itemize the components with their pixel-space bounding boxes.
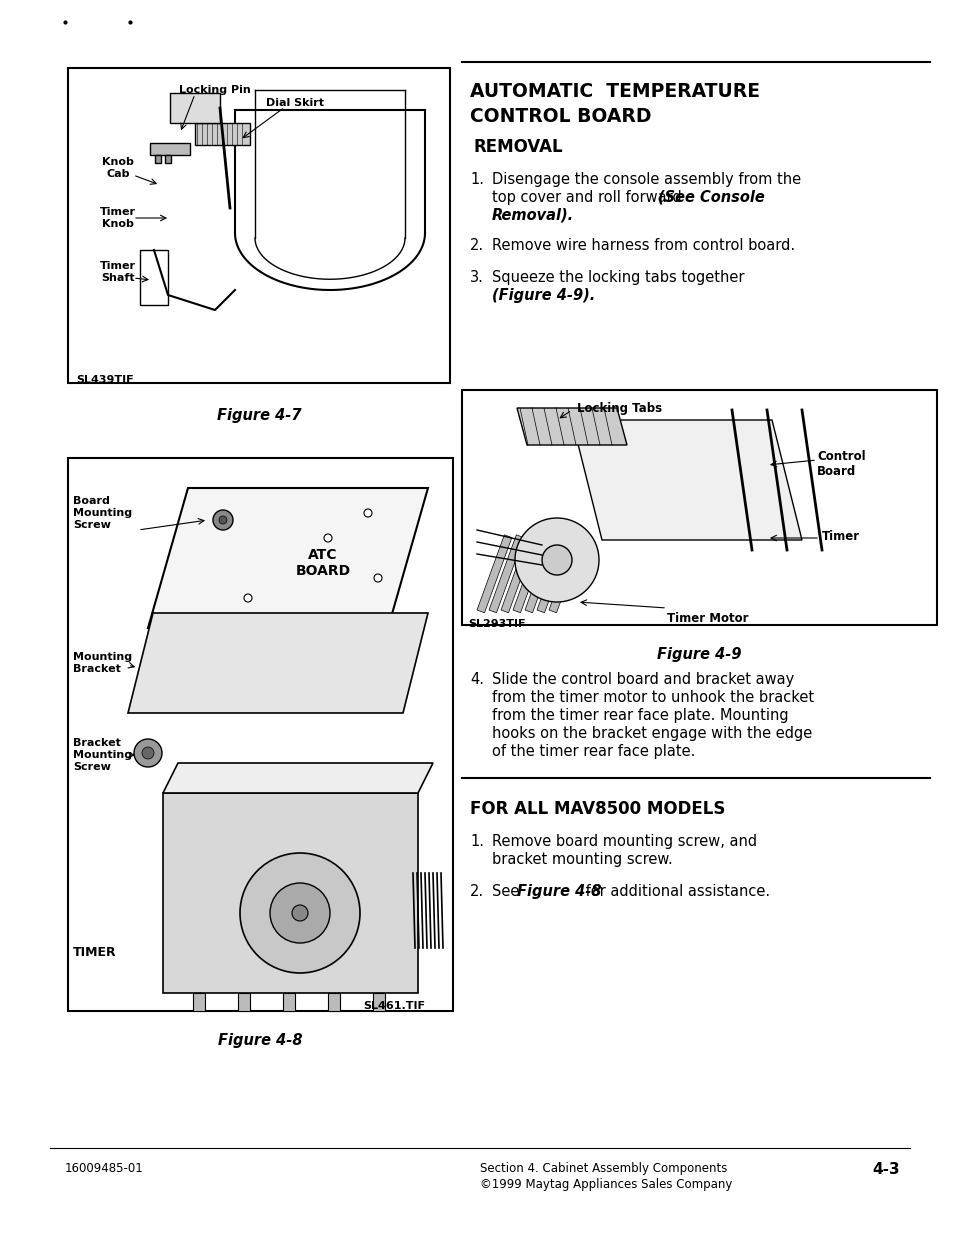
- Bar: [150, 143, 190, 156]
- Circle shape: [364, 509, 372, 517]
- Text: 16009485-01: 16009485-01: [65, 1162, 144, 1174]
- Polygon shape: [148, 488, 428, 629]
- Text: of the timer rear face plate.: of the timer rear face plate.: [492, 743, 695, 760]
- Text: TIMER: TIMER: [73, 946, 116, 960]
- Circle shape: [240, 853, 359, 973]
- Text: Locking Pin: Locking Pin: [179, 85, 251, 95]
- Circle shape: [324, 534, 332, 542]
- Polygon shape: [517, 408, 626, 445]
- Text: (See Console: (See Console: [658, 190, 764, 205]
- Text: Dial Skirt: Dial Skirt: [266, 98, 324, 107]
- Text: Remove wire harness from control board.: Remove wire harness from control board.: [492, 238, 794, 253]
- Bar: [165, 156, 171, 163]
- Bar: [476, 535, 512, 613]
- Text: ©1999 Maytag Appliances Sales Company: ©1999 Maytag Appliances Sales Company: [479, 1178, 732, 1191]
- Text: 2.: 2.: [470, 238, 483, 253]
- Bar: [194, 124, 250, 144]
- Bar: [489, 535, 523, 613]
- Circle shape: [133, 739, 162, 767]
- Circle shape: [541, 545, 572, 576]
- Text: from the timer motor to unhook the bracket: from the timer motor to unhook the brack…: [492, 690, 813, 705]
- Bar: [193, 993, 205, 1011]
- Bar: [373, 993, 385, 1011]
- Text: Timer Motor: Timer Motor: [666, 613, 748, 625]
- Text: SL461.TIF: SL461.TIF: [363, 1002, 424, 1011]
- Text: Timer
Knob: Timer Knob: [100, 207, 136, 228]
- Circle shape: [374, 574, 381, 582]
- Text: 1.: 1.: [470, 172, 483, 186]
- Text: bracket mounting screw.: bracket mounting screw.: [492, 852, 672, 867]
- Circle shape: [142, 747, 153, 760]
- Polygon shape: [572, 420, 801, 540]
- Text: REMOVAL: REMOVAL: [474, 138, 563, 156]
- Circle shape: [219, 516, 227, 524]
- Bar: [68, 68, 450, 383]
- Bar: [513, 535, 547, 613]
- Text: SL439TIF: SL439TIF: [76, 375, 133, 385]
- Bar: [548, 535, 583, 613]
- Text: 2.: 2.: [470, 884, 483, 899]
- Text: 1.: 1.: [470, 834, 483, 848]
- Text: Figure 4-9: Figure 4-9: [656, 647, 740, 662]
- Bar: [140, 249, 168, 305]
- Text: Figure 4-8: Figure 4-8: [517, 884, 600, 899]
- Polygon shape: [163, 763, 433, 793]
- Text: FOR ALL MAV8500 MODELS: FOR ALL MAV8500 MODELS: [470, 800, 724, 818]
- Text: Locking Tabs: Locking Tabs: [577, 403, 661, 415]
- Text: top cover and roll forward: top cover and roll forward: [492, 190, 685, 205]
- Text: Removal).: Removal).: [492, 207, 574, 224]
- Text: Figure 4-7: Figure 4-7: [216, 408, 301, 424]
- Circle shape: [515, 517, 598, 601]
- Text: Section 4. Cabinet Assembly Components: Section 4. Cabinet Assembly Components: [479, 1162, 726, 1174]
- Polygon shape: [163, 793, 417, 993]
- Bar: [170, 93, 220, 124]
- Bar: [328, 993, 339, 1011]
- Text: Remove board mounting screw, and: Remove board mounting screw, and: [492, 834, 757, 848]
- Bar: [524, 535, 559, 613]
- Circle shape: [244, 594, 252, 601]
- Bar: [500, 535, 536, 613]
- Text: SL293TIF: SL293TIF: [468, 619, 525, 629]
- Text: Timer
Shaft: Timer Shaft: [100, 261, 136, 283]
- Bar: [461, 390, 936, 625]
- Bar: [537, 535, 571, 613]
- Text: hooks on the bracket engage with the edge: hooks on the bracket engage with the edg…: [492, 726, 811, 741]
- Text: AUTOMATIC  TEMPERATURE: AUTOMATIC TEMPERATURE: [470, 82, 760, 101]
- Bar: [283, 993, 294, 1011]
- Text: Board
Mounting
Screw: Board Mounting Screw: [73, 496, 132, 530]
- Text: Mounting
Bracket: Mounting Bracket: [73, 652, 132, 674]
- Text: Control
Board: Control Board: [816, 450, 864, 478]
- Text: Bracket
Mounting
Screw: Bracket Mounting Screw: [73, 739, 132, 772]
- Text: Timer: Timer: [821, 530, 860, 543]
- Text: Figure 4-8: Figure 4-8: [217, 1032, 302, 1049]
- Text: 3.: 3.: [470, 270, 483, 285]
- Text: 4-3: 4-3: [871, 1162, 899, 1177]
- Text: Squeeze the locking tabs together: Squeeze the locking tabs together: [492, 270, 743, 285]
- Text: for additional assistance.: for additional assistance.: [580, 884, 769, 899]
- Bar: [68, 458, 453, 1011]
- Bar: [237, 993, 250, 1011]
- Circle shape: [292, 905, 308, 921]
- Text: ATC
BOARD: ATC BOARD: [295, 548, 350, 578]
- Text: (Figure 4-9).: (Figure 4-9).: [492, 288, 595, 303]
- Text: Knob
Cab: Knob Cab: [102, 157, 133, 179]
- Text: 4.: 4.: [470, 672, 483, 687]
- Polygon shape: [128, 613, 428, 713]
- Text: Disengage the console assembly from the: Disengage the console assembly from the: [492, 172, 801, 186]
- Text: See: See: [492, 884, 523, 899]
- Bar: [154, 156, 161, 163]
- Text: CONTROL BOARD: CONTROL BOARD: [470, 107, 651, 126]
- Circle shape: [213, 510, 233, 530]
- Circle shape: [270, 883, 330, 944]
- Text: Slide the control board and bracket away: Slide the control board and bracket away: [492, 672, 794, 687]
- Text: from the timer rear face plate. Mounting: from the timer rear face plate. Mounting: [492, 708, 788, 722]
